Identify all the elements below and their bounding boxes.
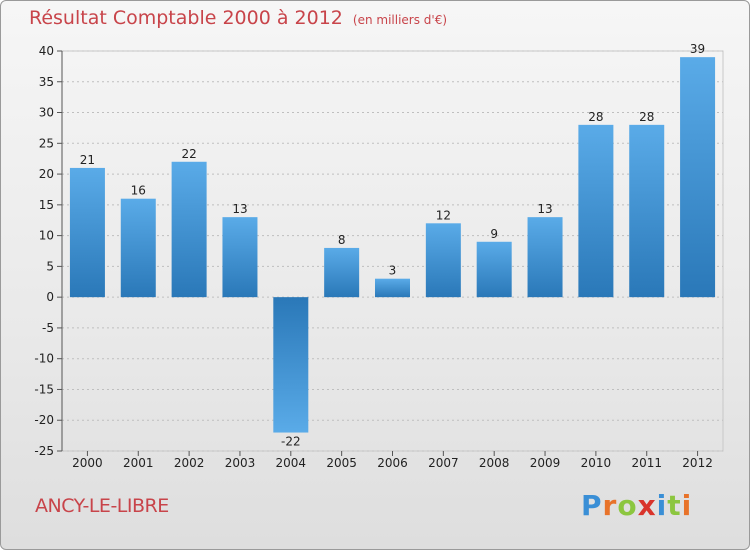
chart-title: Résultat Comptable 2000 à 2012 (en millie… — [29, 7, 447, 29]
x-tick-label: 2012 — [682, 456, 713, 470]
data-label: 16 — [131, 184, 146, 198]
title-text: Résultat Comptable 2000 à 2012 — [29, 7, 343, 29]
data-label: 8 — [338, 233, 346, 247]
bar — [120, 198, 156, 298]
y-tick-label: -10 — [34, 352, 54, 366]
y-tick-label: 30 — [39, 106, 54, 120]
y-tick-label: -15 — [34, 382, 54, 396]
x-tick-label: 2007 — [428, 456, 459, 470]
logo-letter: i — [656, 489, 668, 522]
bar — [680, 57, 716, 298]
bar — [324, 247, 360, 298]
data-label: 13 — [537, 202, 552, 216]
x-tick-label: 2009 — [530, 456, 561, 470]
data-label: 9 — [490, 227, 498, 241]
y-tick-label: 35 — [39, 75, 54, 89]
logo-letter: x — [637, 489, 657, 522]
proxiti-logo[interactable]: Proxiti — [581, 489, 692, 522]
bar — [273, 297, 309, 433]
y-tick-label: 40 — [39, 44, 54, 58]
data-label: 28 — [639, 110, 654, 124]
x-tick-label: 2000 — [72, 456, 103, 470]
y-tick-label: 15 — [39, 198, 54, 212]
data-label: 28 — [588, 110, 603, 124]
x-tick-label: 2001 — [123, 456, 154, 470]
bar — [476, 241, 512, 298]
x-tick-label: 2002 — [174, 456, 205, 470]
y-tick-label: 25 — [39, 136, 54, 150]
y-tick-label: -20 — [34, 413, 54, 427]
bar — [222, 217, 258, 298]
logo-letter: i — [681, 489, 693, 522]
bar — [69, 167, 105, 298]
data-label: 3 — [389, 264, 397, 278]
y-tick-label: -25 — [34, 444, 54, 458]
data-label: -22 — [281, 435, 301, 449]
data-label: 21 — [80, 153, 95, 167]
plot-area — [61, 50, 724, 452]
bar — [527, 217, 563, 298]
data-label: 13 — [232, 202, 247, 216]
bar — [425, 223, 461, 298]
x-tick-label: 2006 — [377, 456, 408, 470]
x-tick-label: 2011 — [631, 456, 662, 470]
data-label: 12 — [436, 208, 451, 222]
y-tick-label: 5 — [46, 259, 54, 273]
logo-letter: o — [617, 489, 638, 522]
bar — [171, 161, 207, 298]
y-tick-label: 10 — [39, 229, 54, 243]
bar — [375, 278, 410, 298]
data-label: 39 — [690, 42, 705, 56]
logo-letter: t — [667, 489, 682, 522]
commune-name: ANCY-LE-LIBRE — [35, 495, 169, 517]
x-tick-label: 2010 — [581, 456, 612, 470]
bar — [578, 124, 614, 298]
logo-letter: P — [581, 489, 603, 522]
x-tick-label: 2004 — [276, 456, 307, 470]
bar — [629, 124, 665, 298]
y-tick-label: 0 — [46, 290, 54, 304]
x-tick-label: 2003 — [225, 456, 256, 470]
y-tick-label: -5 — [42, 321, 54, 335]
y-tick-label: 20 — [39, 167, 54, 181]
data-label: 22 — [181, 147, 196, 161]
logo-letter: r — [602, 489, 618, 522]
x-tick-label: 2008 — [479, 456, 510, 470]
title-unit: (en milliers d'€) — [352, 13, 448, 27]
x-tick-label: 2005 — [326, 456, 357, 470]
